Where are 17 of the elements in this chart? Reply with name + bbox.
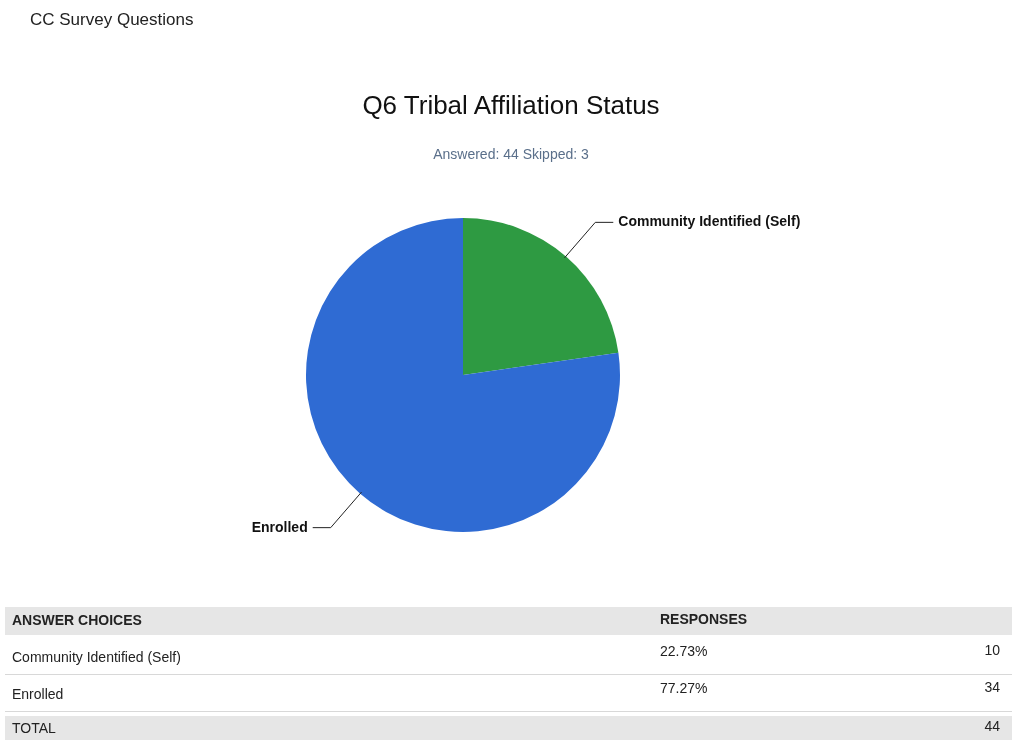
text: RESPONSES — [660, 611, 748, 627]
text: TOTAL — [12, 720, 57, 736]
text: CC Survey Questions — [30, 10, 194, 29]
slice-label: Enrolled — [251, 518, 308, 535]
chart-title: Q6 Tribal Affiliation Status — [362, 90, 660, 120]
pie-slice — [463, 218, 619, 375]
text: 10 — [984, 642, 1001, 658]
text: 44 — [984, 718, 1001, 734]
pie-slice — [306, 218, 620, 532]
text: 77.27% — [660, 680, 708, 696]
category-label: Enrolled — [12, 686, 64, 702]
text: ANSWER CHOICES — [12, 612, 142, 628]
chart-subtitle: Answered: 44 Skipped: 3 — [433, 146, 590, 162]
slice-label: Community Identified (Self) — [618, 213, 801, 230]
category-label: Community Identified (Self) — [12, 649, 181, 665]
text: 34 — [984, 679, 1001, 695]
text: 22.73% — [660, 643, 708, 659]
